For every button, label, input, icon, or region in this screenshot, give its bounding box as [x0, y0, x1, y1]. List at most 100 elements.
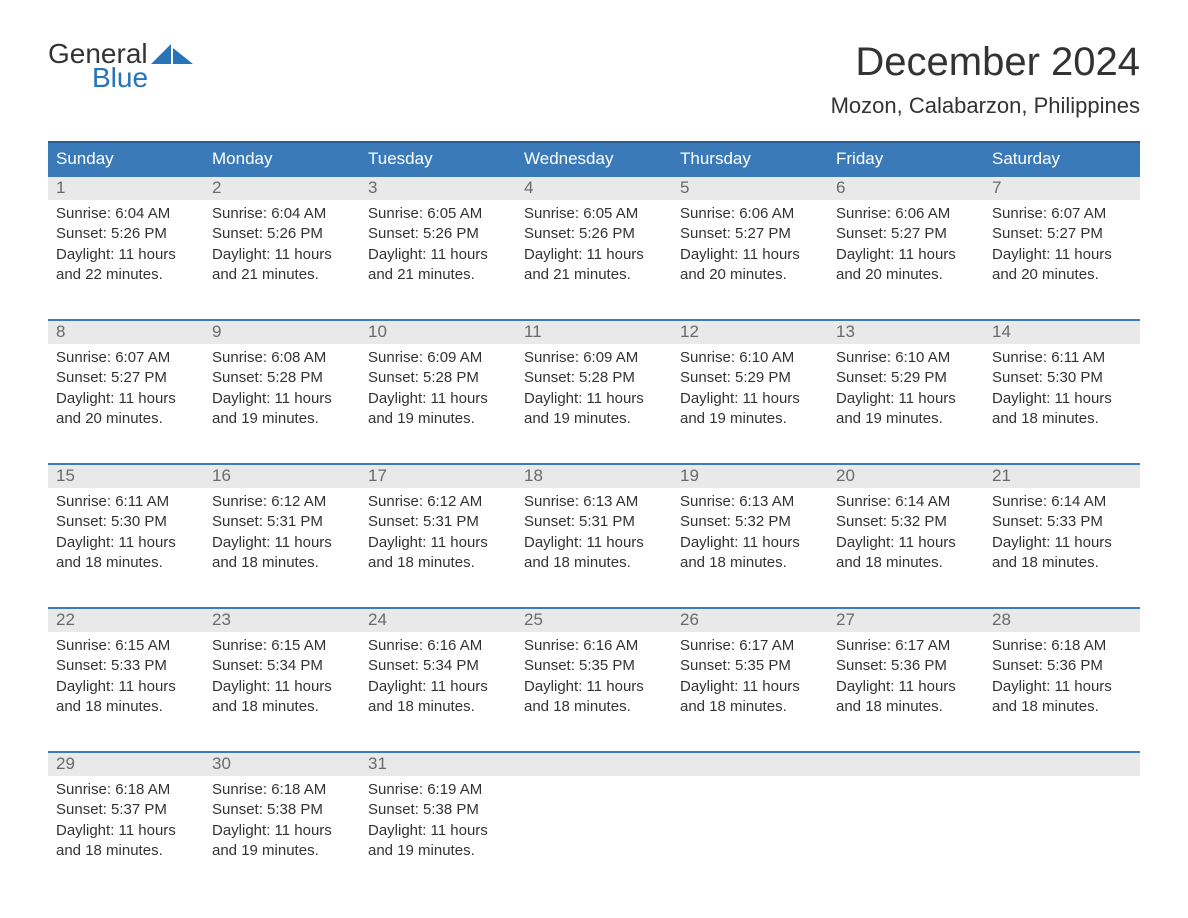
daylight-line-2: and 18 minutes. — [56, 697, 196, 717]
daylight-line-1: Daylight: 11 hours — [368, 821, 508, 841]
sunset-line: Sunset: 5:30 PM — [56, 512, 196, 532]
sunrise-line: Sunrise: 6:18 AM — [992, 636, 1132, 656]
day-cell: Sunrise: 6:06 AMSunset: 5:27 PMDaylight:… — [672, 200, 828, 291]
daylight-line-1: Daylight: 11 hours — [680, 389, 820, 409]
day-cell: Sunrise: 6:15 AMSunset: 5:34 PMDaylight:… — [204, 632, 360, 723]
day-cell: Sunrise: 6:07 AMSunset: 5:27 PMDaylight:… — [984, 200, 1140, 291]
day-cell: Sunrise: 6:17 AMSunset: 5:36 PMDaylight:… — [828, 632, 984, 723]
sunrise-line: Sunrise: 6:07 AM — [56, 348, 196, 368]
sunset-line: Sunset: 5:36 PM — [836, 656, 976, 676]
sunrise-line: Sunrise: 6:18 AM — [212, 780, 352, 800]
daylight-line-1: Daylight: 11 hours — [992, 389, 1132, 409]
day-cell: Sunrise: 6:12 AMSunset: 5:31 PMDaylight:… — [360, 488, 516, 579]
day-cell: Sunrise: 6:05 AMSunset: 5:26 PMDaylight:… — [360, 200, 516, 291]
sunset-line: Sunset: 5:26 PM — [212, 224, 352, 244]
day-number: 12 — [672, 321, 828, 344]
header: General Blue December 2024 Mozon, Calaba… — [48, 40, 1140, 119]
sunrise-line: Sunrise: 6:09 AM — [368, 348, 508, 368]
daylight-line-2: and 18 minutes. — [836, 553, 976, 573]
day-cell: Sunrise: 6:10 AMSunset: 5:29 PMDaylight:… — [828, 344, 984, 435]
day-cell: Sunrise: 6:06 AMSunset: 5:27 PMDaylight:… — [828, 200, 984, 291]
daylight-line-2: and 18 minutes. — [524, 553, 664, 573]
content-row: Sunrise: 6:18 AMSunset: 5:37 PMDaylight:… — [48, 776, 1140, 867]
day-number: 6 — [828, 177, 984, 200]
day-number: 24 — [360, 609, 516, 632]
day-number: 3 — [360, 177, 516, 200]
daylight-line-1: Daylight: 11 hours — [56, 821, 196, 841]
day-number: 26 — [672, 609, 828, 632]
day-cell: Sunrise: 6:04 AMSunset: 5:26 PMDaylight:… — [48, 200, 204, 291]
sunrise-line: Sunrise: 6:16 AM — [524, 636, 664, 656]
daylight-line-1: Daylight: 11 hours — [992, 245, 1132, 265]
calendar: SundayMondayTuesdayWednesdayThursdayFrid… — [48, 141, 1140, 867]
sunrise-line: Sunrise: 6:14 AM — [992, 492, 1132, 512]
daylight-line-2: and 19 minutes. — [212, 409, 352, 429]
day-number: 19 — [672, 465, 828, 488]
day-cell: Sunrise: 6:11 AMSunset: 5:30 PMDaylight:… — [48, 488, 204, 579]
location-text: Mozon, Calabarzon, Philippines — [831, 93, 1140, 119]
day-cell: Sunrise: 6:19 AMSunset: 5:38 PMDaylight:… — [360, 776, 516, 867]
dow-sunday: Sunday — [48, 143, 204, 175]
sunrise-line: Sunrise: 6:10 AM — [836, 348, 976, 368]
day-cell — [516, 776, 672, 867]
daylight-line-2: and 20 minutes. — [836, 265, 976, 285]
sunset-line: Sunset: 5:27 PM — [836, 224, 976, 244]
daylight-line-2: and 18 minutes. — [368, 697, 508, 717]
sunset-line: Sunset: 5:29 PM — [680, 368, 820, 388]
daylight-line-1: Daylight: 11 hours — [524, 677, 664, 697]
sunset-line: Sunset: 5:26 PM — [56, 224, 196, 244]
daylight-line-2: and 18 minutes. — [992, 553, 1132, 573]
daynum-row: 1234567 — [48, 175, 1140, 200]
daylight-line-1: Daylight: 11 hours — [680, 533, 820, 553]
day-cell: Sunrise: 6:13 AMSunset: 5:31 PMDaylight:… — [516, 488, 672, 579]
daylight-line-1: Daylight: 11 hours — [368, 389, 508, 409]
daylight-line-1: Daylight: 11 hours — [524, 245, 664, 265]
sunset-line: Sunset: 5:34 PM — [212, 656, 352, 676]
sunrise-line: Sunrise: 6:15 AM — [56, 636, 196, 656]
daylight-line-1: Daylight: 11 hours — [836, 245, 976, 265]
day-cell: Sunrise: 6:15 AMSunset: 5:33 PMDaylight:… — [48, 632, 204, 723]
sunset-line: Sunset: 5:29 PM — [836, 368, 976, 388]
sunrise-line: Sunrise: 6:13 AM — [680, 492, 820, 512]
sunrise-line: Sunrise: 6:17 AM — [836, 636, 976, 656]
daylight-line-2: and 18 minutes. — [992, 697, 1132, 717]
content-row: Sunrise: 6:11 AMSunset: 5:30 PMDaylight:… — [48, 488, 1140, 579]
day-cell: Sunrise: 6:14 AMSunset: 5:33 PMDaylight:… — [984, 488, 1140, 579]
dow-saturday: Saturday — [984, 143, 1140, 175]
daylight-line-2: and 18 minutes. — [212, 553, 352, 573]
day-cell: Sunrise: 6:08 AMSunset: 5:28 PMDaylight:… — [204, 344, 360, 435]
sunrise-line: Sunrise: 6:14 AM — [836, 492, 976, 512]
daylight-line-2: and 18 minutes. — [56, 553, 196, 573]
sunrise-line: Sunrise: 6:04 AM — [56, 204, 196, 224]
day-number: 9 — [204, 321, 360, 344]
sunrise-line: Sunrise: 6:05 AM — [368, 204, 508, 224]
sunrise-line: Sunrise: 6:06 AM — [680, 204, 820, 224]
dow-monday: Monday — [204, 143, 360, 175]
sunrise-line: Sunrise: 6:16 AM — [368, 636, 508, 656]
sunset-line: Sunset: 5:27 PM — [992, 224, 1132, 244]
daylight-line-1: Daylight: 11 hours — [992, 533, 1132, 553]
day-number — [828, 753, 984, 776]
day-number: 20 — [828, 465, 984, 488]
sunset-line: Sunset: 5:35 PM — [524, 656, 664, 676]
day-number: 27 — [828, 609, 984, 632]
day-number: 2 — [204, 177, 360, 200]
daylight-line-1: Daylight: 11 hours — [524, 389, 664, 409]
sunrise-line: Sunrise: 6:19 AM — [368, 780, 508, 800]
daylight-line-2: and 19 minutes. — [212, 841, 352, 861]
daylight-line-2: and 18 minutes. — [680, 553, 820, 573]
sunset-line: Sunset: 5:27 PM — [680, 224, 820, 244]
sunrise-line: Sunrise: 6:12 AM — [212, 492, 352, 512]
day-number: 22 — [48, 609, 204, 632]
sunrise-line: Sunrise: 6:15 AM — [212, 636, 352, 656]
dow-wednesday: Wednesday — [516, 143, 672, 175]
daylight-line-1: Daylight: 11 hours — [836, 533, 976, 553]
daylight-line-2: and 20 minutes. — [680, 265, 820, 285]
daylight-line-1: Daylight: 11 hours — [212, 389, 352, 409]
daylight-line-2: and 22 minutes. — [56, 265, 196, 285]
day-cell: Sunrise: 6:04 AMSunset: 5:26 PMDaylight:… — [204, 200, 360, 291]
sunset-line: Sunset: 5:28 PM — [368, 368, 508, 388]
day-number: 21 — [984, 465, 1140, 488]
logo-text-blue: Blue — [92, 64, 193, 92]
day-number: 23 — [204, 609, 360, 632]
